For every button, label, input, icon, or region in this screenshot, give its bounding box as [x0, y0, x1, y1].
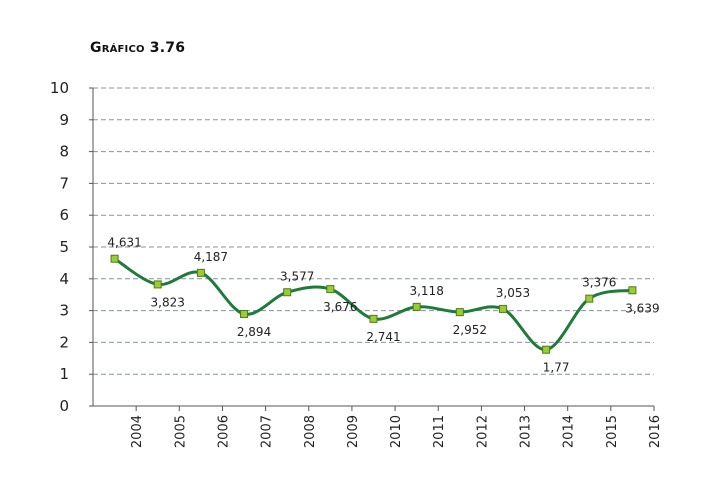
x-tick-label: 2010	[389, 415, 404, 448]
data-point	[498, 304, 507, 313]
data-label: 3,676	[323, 300, 357, 314]
data-label: 3,577	[280, 269, 314, 283]
x-tick-label: 2012	[475, 415, 490, 448]
data-point	[412, 302, 421, 311]
y-tick-label: 3	[59, 302, 69, 320]
x-tick-label: 2005	[173, 415, 188, 448]
data-point	[196, 268, 205, 277]
data-points	[110, 254, 637, 354]
y-tick-label: 5	[59, 238, 69, 256]
y-tick-label: 2	[59, 333, 69, 351]
y-tick-label: 7	[59, 174, 69, 192]
data-point	[283, 288, 292, 297]
y-tick-label: 0	[59, 397, 69, 415]
data-point	[585, 294, 594, 303]
data-point	[542, 345, 551, 354]
grid-lines	[93, 87, 654, 375]
x-tick-label: 2008	[303, 415, 318, 448]
x-tick-label: 2006	[216, 415, 231, 448]
data-label: 3,053	[496, 286, 530, 300]
x-tick-label: 2011	[432, 415, 447, 448]
data-point	[455, 308, 464, 317]
y-tick-label: 9	[59, 111, 69, 129]
y-tick-label: 1	[59, 365, 69, 383]
y-tick-labels: 0 1 2 3 4 5 6 7 8 9 10	[50, 79, 69, 415]
data-point	[326, 285, 335, 294]
x-tick-label: 2009	[346, 415, 361, 448]
data-point	[628, 286, 637, 295]
data-point	[240, 309, 249, 318]
x-tick-label: 2007	[260, 415, 275, 448]
axes	[89, 87, 655, 411]
data-label: 2,741	[366, 330, 400, 344]
data-label: 4,187	[194, 250, 228, 264]
y-tick-label: 10	[50, 79, 69, 97]
y-tick-label: 8	[59, 143, 69, 161]
x-tick-label: 2013	[519, 415, 534, 448]
y-tick-label: 4	[59, 270, 69, 288]
data-point	[153, 280, 162, 289]
data-label: 1,77	[543, 361, 570, 375]
data-point	[369, 314, 378, 323]
data-label: 3,639	[625, 301, 659, 315]
y-tick-label: 6	[59, 206, 69, 224]
data-label: 3,823	[151, 295, 185, 309]
x-tick-label: 2015	[605, 415, 620, 448]
x-tick-labels: 2004 2005 2006 2007 2008 2009 2010 2011 2012 2013…	[130, 415, 663, 448]
data-point	[110, 254, 119, 263]
x-tick-label: 2004	[130, 415, 145, 448]
x-tick-label: 2016	[648, 415, 663, 448]
data-label: 2,952	[453, 323, 487, 337]
data-label: 3,118	[409, 284, 443, 298]
data-label: 2,894	[237, 325, 271, 339]
chart-title: Gráfico 3.76	[90, 40, 186, 56]
data-label: 3,376	[582, 276, 616, 290]
data-labels: 4,631 3,823 4,187 2,894 3,577 3,676 2,741 3,118…	[107, 236, 659, 375]
data-label: 4,631	[107, 236, 141, 250]
x-tick-label: 2014	[562, 415, 577, 448]
